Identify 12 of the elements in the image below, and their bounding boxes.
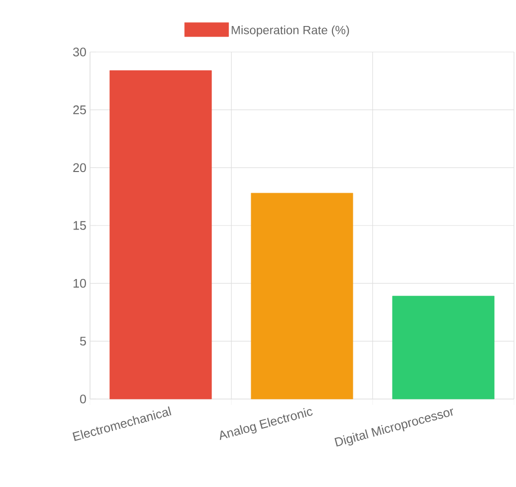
bar bbox=[250, 192, 354, 400]
y-tick-label: 25 bbox=[73, 105, 86, 114]
y-tick-label: 10 bbox=[74, 278, 86, 288]
legend-label: Misoperation Rate (%) bbox=[232, 26, 349, 37]
y-tick-label: 20 bbox=[73, 163, 86, 172]
y-tick-label: 30 bbox=[73, 48, 86, 56]
y-tick-label: 5 bbox=[80, 336, 86, 346]
bar bbox=[392, 296, 494, 400]
bar bbox=[110, 70, 212, 400]
x-tick-label: Analog Electronic bbox=[220, 408, 313, 440]
y-tick-label: 0 bbox=[80, 394, 86, 404]
y-tick-label: 15 bbox=[74, 221, 86, 230]
